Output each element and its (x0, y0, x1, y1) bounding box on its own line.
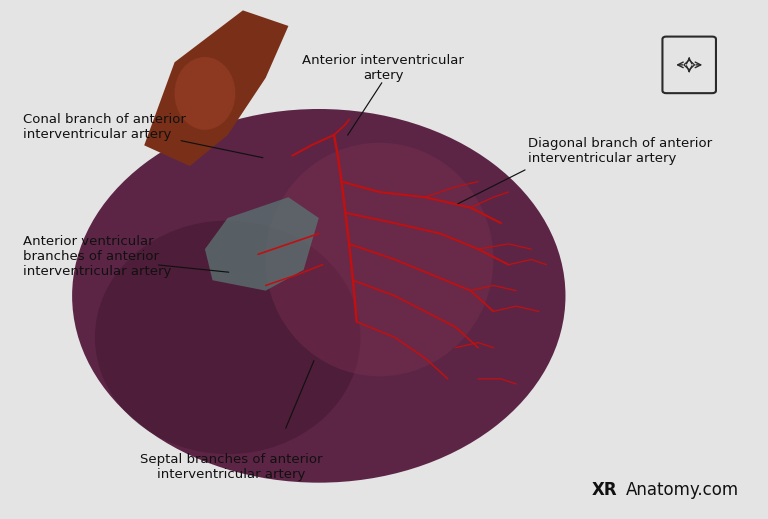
Text: Diagonal branch of anterior
interventricular artery: Diagonal branch of anterior interventric… (528, 136, 712, 165)
Ellipse shape (174, 57, 235, 130)
Text: Anatomy.com: Anatomy.com (626, 482, 740, 499)
Polygon shape (205, 197, 319, 291)
Text: Conal branch of anterior
interventricular artery: Conal branch of anterior interventricula… (23, 113, 186, 141)
Ellipse shape (72, 109, 565, 483)
Text: Anterior ventricular
branches of anterior
interventricular artery: Anterior ventricular branches of anterio… (23, 236, 171, 278)
Text: Septal branches of anterior
interventricular artery: Septal branches of anterior interventric… (141, 453, 323, 481)
Polygon shape (144, 10, 289, 166)
Ellipse shape (95, 221, 360, 454)
Text: Anterior interventricular
artery: Anterior interventricular artery (303, 54, 464, 83)
Ellipse shape (266, 143, 493, 376)
Text: XR: XR (592, 482, 617, 499)
